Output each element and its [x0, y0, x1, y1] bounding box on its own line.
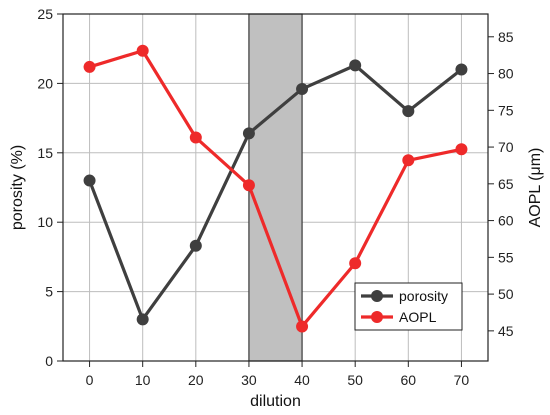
point-AOPL [136, 44, 149, 57]
point-AOPL [296, 320, 309, 333]
x-tick-label: 0 [86, 372, 94, 388]
legend-marker-AOPL [371, 311, 383, 323]
y-right-tick-label: 70 [498, 139, 514, 155]
x-tick-label: 30 [241, 372, 257, 388]
y-left-tick-label: 5 [45, 284, 53, 300]
point-AOPL [349, 257, 362, 270]
legend: porosity AOPL [354, 282, 463, 331]
y-left-tick-label: 25 [37, 6, 53, 22]
series-layer [83, 44, 468, 333]
point-porosity [455, 63, 468, 76]
point-porosity [349, 59, 362, 72]
point-porosity [296, 82, 309, 95]
legend-label-porosity: porosity [399, 288, 448, 304]
y-right-tick-label: 80 [498, 66, 514, 82]
y-right-tick-label: 60 [498, 213, 514, 229]
y-left-tick-label: 15 [37, 145, 53, 161]
x-tick-label: 40 [294, 372, 310, 388]
point-AOPL [455, 143, 468, 156]
x-tick-label: 10 [135, 372, 151, 388]
y-left-tick-label: 20 [37, 75, 53, 91]
plot-border [62, 13, 489, 362]
point-porosity [189, 239, 202, 252]
y-right-tick-label: 55 [498, 249, 514, 265]
series-line-AOPL [89, 49, 462, 329]
y-axis-left-title: porosity (%) [9, 145, 26, 230]
point-AOPL [83, 60, 96, 73]
y-right-tick-label: 50 [498, 286, 514, 302]
point-porosity [136, 313, 149, 326]
y-left-tick-label: 0 [45, 353, 53, 369]
point-porosity [402, 105, 415, 118]
y-axis-right-title: AOPL (μm) [527, 148, 544, 228]
point-AOPL [402, 154, 415, 167]
y-right-tick-label: 75 [498, 102, 514, 118]
y-left-tick-label: 10 [37, 214, 53, 230]
legend-marker-porosity [371, 290, 383, 302]
legend-label-AOPL: AOPL [399, 309, 437, 325]
x-tick-label: 70 [454, 372, 470, 388]
legend-box [354, 282, 463, 331]
point-porosity [83, 174, 96, 187]
point-porosity [242, 127, 255, 140]
tick-layer: 0 10 20 30 40 50 60 70 0 5 10 15 20 25 45 50 55 60 65 70 75 8… [37, 6, 513, 388]
point-AOPL [189, 131, 202, 144]
x-tick-label: 20 [188, 372, 204, 388]
x-tick-label: 50 [347, 372, 363, 388]
plot-frame [62, 13, 489, 362]
x-axis-title: dilution [250, 393, 301, 410]
y-right-tick-label: 85 [498, 29, 514, 45]
x-tick-label: 60 [401, 372, 417, 388]
series-line-porosity [88, 63, 463, 321]
y-right-tick-label: 45 [498, 323, 514, 339]
y-right-tick-label: 65 [498, 176, 514, 192]
point-AOPL [242, 179, 255, 192]
